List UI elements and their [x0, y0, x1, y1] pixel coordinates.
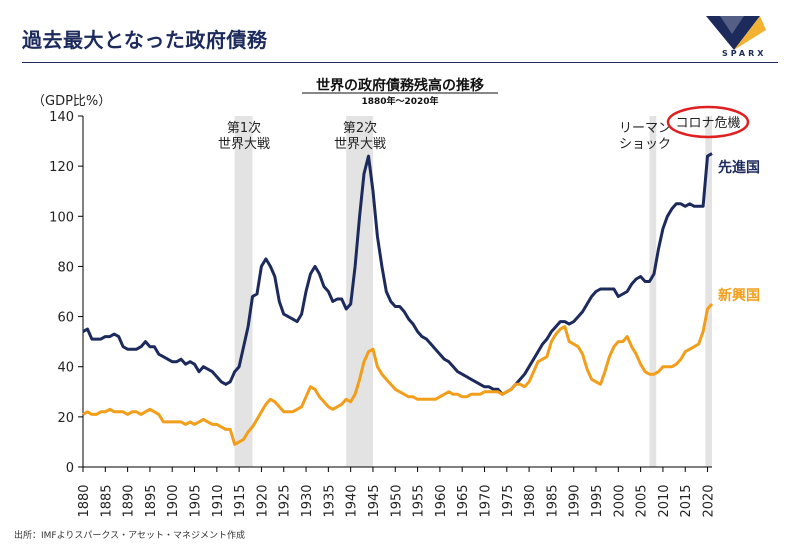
y-tick-label: 80	[57, 260, 74, 275]
chart-title: 世界の政府債務残高の推移	[316, 77, 484, 94]
x-tick-label: 2010	[657, 484, 672, 517]
x-tick-label: 2020	[702, 484, 717, 517]
x-tick-label: 2000	[612, 484, 627, 517]
highlight-circle	[666, 105, 750, 139]
period-annotation: リーマンショック	[619, 121, 671, 152]
period-annotation: コロナ危機	[675, 116, 740, 131]
x-tick-label: 1935	[322, 484, 337, 517]
y-tick-label: 40	[57, 361, 74, 376]
x-tick-label: 1995	[590, 484, 605, 517]
shaded-period-band	[705, 116, 712, 467]
source-note: 出所：IMFよりスパークス・アセット・マネジメント作成	[14, 531, 245, 541]
y-tick-label: 20	[57, 411, 74, 426]
x-tick-label: 1915	[233, 484, 248, 517]
y-axis-label: （GDP比%）	[32, 94, 111, 109]
x-tick-label: 2005	[635, 484, 650, 517]
x-tick-label: 1925	[278, 484, 293, 517]
y-tick-label: 100	[49, 210, 74, 225]
y-tick-label: 120	[49, 160, 74, 175]
x-tick-label: 1930	[300, 484, 315, 517]
x-tick-label: 1910	[211, 484, 226, 517]
x-tick-label: 1940	[345, 484, 360, 517]
x-tick-label: 1950	[389, 484, 404, 517]
x-tick-label: 1900	[166, 484, 181, 517]
series-label: 先進国	[718, 159, 760, 176]
x-tick-label: 1980	[523, 484, 538, 517]
logo-wordmark: SPARX	[722, 49, 767, 58]
x-tick-label: 1965	[456, 484, 471, 517]
sparx-logo-icon	[706, 16, 766, 50]
chart-subtitle: 1880年～2020年	[361, 95, 438, 107]
x-tick-label: 1955	[412, 484, 427, 517]
series-label: 新興国	[718, 287, 760, 304]
x-tick-label: 2015	[679, 484, 694, 517]
x-tick-label: 1985	[545, 484, 560, 517]
x-tick-label: 1880	[77, 484, 92, 517]
series-line	[82, 302, 714, 446]
x-tick-label: 1990	[568, 484, 583, 517]
y-tick-label: 140	[49, 110, 74, 125]
slide-title: 過去最大となった政府債務	[22, 28, 268, 52]
x-tick-label: 1970	[478, 484, 493, 517]
x-tick-label: 1885	[99, 484, 114, 517]
period-annotation: 第1次世界大戦	[218, 120, 270, 152]
series-line	[82, 152, 713, 396]
x-tick-label: 1975	[501, 484, 516, 517]
shaded-period-band	[649, 116, 657, 467]
y-tick-label: 60	[57, 311, 74, 326]
shaded-period-band	[234, 116, 253, 467]
x-tick-label: 1920	[255, 484, 270, 517]
title-rule	[22, 62, 778, 63]
y-tick-label: 0	[66, 461, 74, 476]
x-tick-label: 1890	[122, 484, 137, 517]
period-annotation: 第2次世界大戦	[334, 120, 386, 152]
x-tick-label: 1905	[189, 484, 204, 517]
x-tick-label: 1895	[144, 484, 159, 517]
x-tick-label: 1945	[367, 484, 382, 517]
x-tick-label: 1960	[434, 484, 449, 517]
